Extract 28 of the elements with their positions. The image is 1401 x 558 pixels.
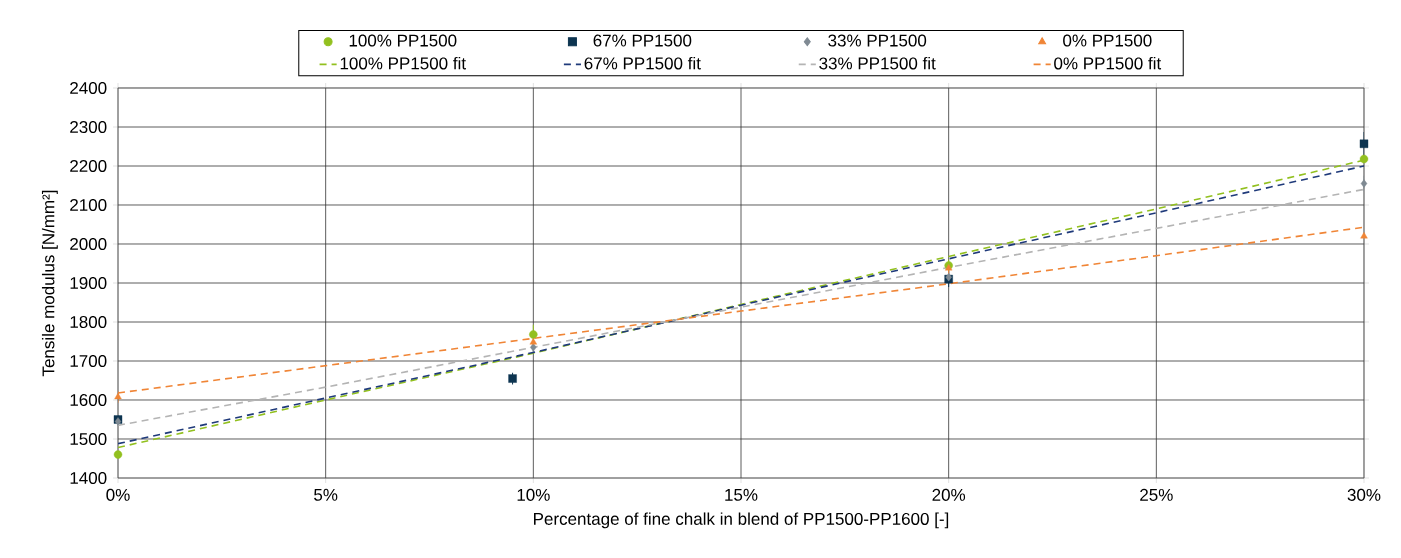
y-tick-label: 1700 — [70, 354, 107, 368]
y-tick-label: 2000 — [70, 237, 107, 251]
x-tick-label: 0% — [106, 488, 130, 501]
legend-label: 0% PP1500 — [1063, 34, 1152, 47]
x-tick-label: 25% — [1140, 488, 1173, 501]
y-tick-label: 1400 — [70, 471, 107, 485]
y-tick-label: 2300 — [70, 120, 107, 134]
legend-label: 100% PP1500 — [349, 34, 457, 47]
y-tick-label: 2400 — [70, 81, 107, 95]
y-axis-title: Tensile modulus [N/mm²] — [41, 190, 58, 377]
legend-label: 33% PP1500 fit — [819, 56, 936, 70]
legend-label: 67% PP1500 fit — [584, 56, 701, 70]
y-tick-label: 2100 — [70, 198, 107, 212]
x-tick-label: 20% — [932, 488, 966, 501]
x-tick-label: 10% — [517, 488, 550, 501]
x-tick-label: 30% — [1347, 488, 1381, 501]
legend-label: 100% PP1500 fit — [340, 56, 466, 70]
y-tick-label: 1500 — [70, 432, 107, 446]
legend-label: 67% PP1500 — [593, 34, 692, 47]
legend-label: 33% PP1500 — [828, 34, 927, 47]
legend-label: 0% PP1500 fit — [1054, 56, 1162, 70]
y-tick-label: 1800 — [70, 315, 107, 329]
y-tick-label: 1900 — [70, 276, 107, 290]
x-axis-title: Percentage of fine chalk in blend of PP1500-PP1600 [-] — [534, 512, 949, 529]
x-tick-label: 15% — [725, 488, 758, 501]
y-tick-label: 1600 — [70, 393, 107, 407]
y-tick-label: 2200 — [70, 159, 107, 173]
x-tick-label: 5% — [314, 488, 338, 501]
